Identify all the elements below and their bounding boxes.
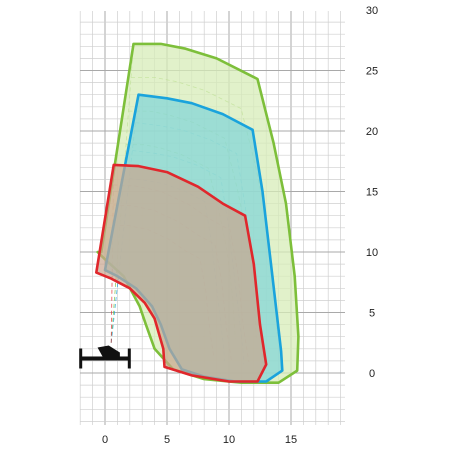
machine-base-icon (79, 345, 131, 369)
x-tick-label: 0 (102, 434, 108, 446)
x-tick-labels: 0 5 10 15 (102, 434, 297, 446)
base-turret (97, 345, 120, 357)
y-tick-label: 0 (369, 368, 375, 380)
y-tick-label: 10 (366, 247, 378, 259)
reach-area-outline-2 (95, 163, 268, 383)
y-tick-label: 20 (366, 126, 378, 138)
base-beam (80, 356, 130, 361)
x-tick-label: 10 (223, 434, 235, 446)
y-tick-label: 15 (366, 187, 378, 199)
x-tick-label: 5 (164, 434, 170, 446)
y-tick-labels: 0 5 10 15 20 25 30 (366, 5, 378, 380)
y-tick-label: 30 (366, 5, 378, 17)
x-tick-label: 15 (285, 434, 297, 446)
base-leg-left (79, 348, 83, 369)
y-tick-label: 5 (369, 308, 375, 320)
y-tick-label: 25 (366, 66, 378, 78)
base-leg-right (127, 348, 131, 369)
reach-areas (95, 42, 300, 385)
reach-area-fill-2 (96, 164, 267, 382)
